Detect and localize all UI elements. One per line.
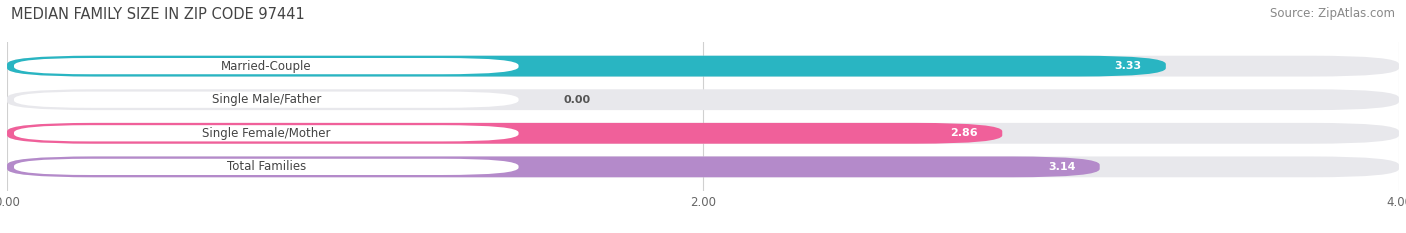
FancyBboxPatch shape [14,92,519,108]
Text: 2.86: 2.86 [950,128,979,138]
FancyBboxPatch shape [14,159,519,175]
FancyBboxPatch shape [7,123,1002,144]
FancyBboxPatch shape [7,157,1399,177]
FancyBboxPatch shape [14,58,519,74]
Text: MEDIAN FAMILY SIZE IN ZIP CODE 97441: MEDIAN FAMILY SIZE IN ZIP CODE 97441 [11,7,305,22]
FancyBboxPatch shape [14,125,519,141]
Text: Single Male/Father: Single Male/Father [211,93,321,106]
Text: 3.33: 3.33 [1115,61,1142,71]
Text: Married-Couple: Married-Couple [221,60,312,73]
FancyBboxPatch shape [7,89,1399,110]
Text: Source: ZipAtlas.com: Source: ZipAtlas.com [1270,7,1395,20]
Text: Total Families: Total Families [226,160,307,173]
FancyBboxPatch shape [7,157,1099,177]
Text: 3.14: 3.14 [1047,162,1076,172]
Text: 0.00: 0.00 [564,95,591,105]
FancyBboxPatch shape [7,56,1399,76]
Text: Single Female/Mother: Single Female/Mother [202,127,330,140]
FancyBboxPatch shape [7,56,1166,76]
FancyBboxPatch shape [7,123,1399,144]
